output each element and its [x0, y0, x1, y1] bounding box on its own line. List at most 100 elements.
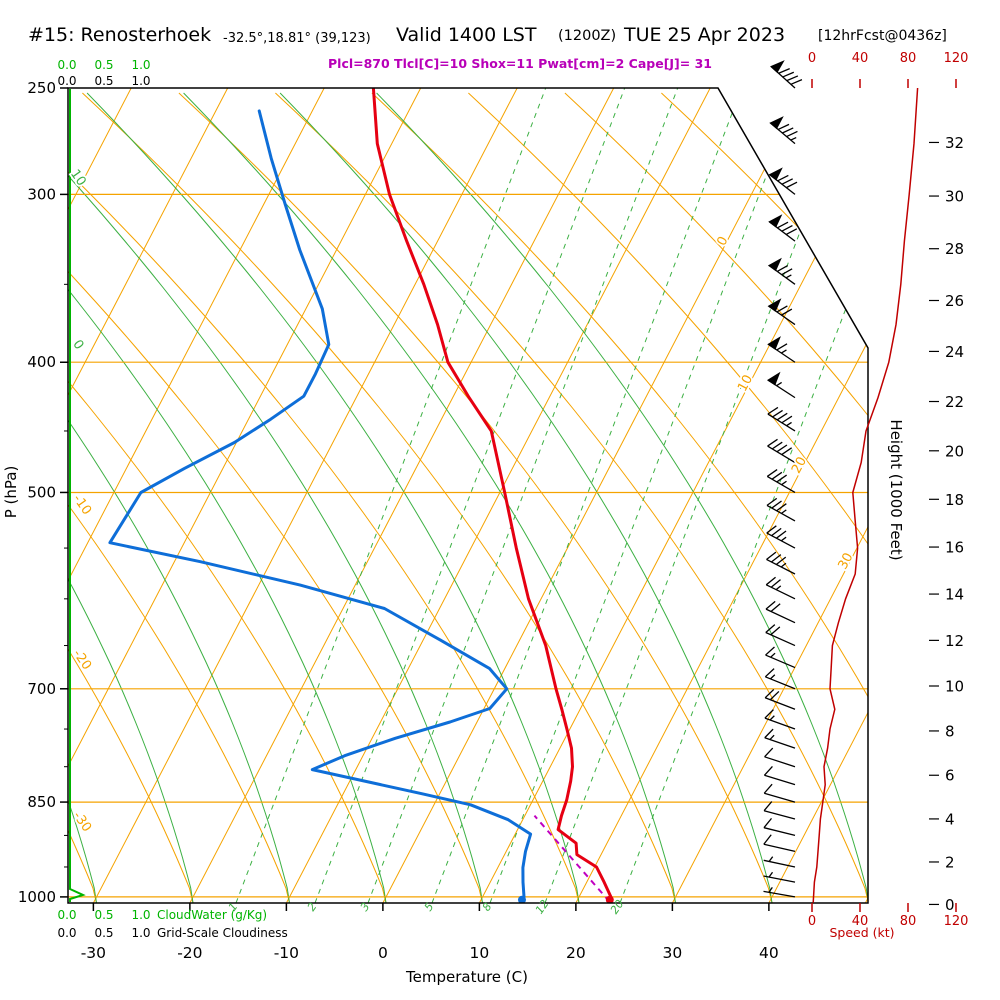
temp-tick-label: -10: [274, 944, 299, 962]
pressure-tick-label: 1000: [18, 888, 56, 906]
barb-staff: [765, 584, 796, 600]
speed-axis-label: Speed (kt): [829, 925, 894, 940]
barb-staff: [764, 774, 796, 786]
wind-barb: [765, 576, 796, 600]
wind-barb: [764, 709, 796, 730]
barb-pennant: [767, 336, 781, 350]
moist-adiabat-line: [68, 92, 290, 903]
moist-adiabat-line: [68, 92, 387, 903]
height-tick-label: 0: [945, 896, 955, 914]
barb-staff: [763, 859, 796, 868]
isotherm-line: [382, 88, 808, 903]
moist-adiabat-line: [279, 92, 773, 903]
isotherm-line: [189, 88, 615, 903]
cloudiness-scale-top: 0.0: [57, 74, 76, 88]
barb-half: [785, 274, 792, 279]
temperature-axis-label: Temperature (C): [405, 968, 528, 986]
pressure-axis-label: P (hPa): [2, 466, 20, 519]
cloudwater-scale-bottom: 1.0: [131, 908, 150, 922]
wind-barb: [763, 765, 796, 786]
barb-half: [770, 652, 776, 658]
barb-full: [781, 178, 793, 185]
parcel-path: [533, 814, 611, 903]
barb-staff: [764, 717, 796, 730]
barb-full: [766, 497, 778, 506]
height-tick-label: 28: [945, 240, 964, 258]
barb-full: [781, 447, 793, 456]
station-coords: -32.5°,18.81° (39,123): [223, 31, 371, 46]
forecast-tag: [12hrFcst@0436z]: [818, 28, 947, 44]
barb-full: [765, 646, 775, 656]
barb-half: [776, 381, 782, 387]
dry-adiabat-line: [82, 92, 676, 903]
wind-barb: [764, 688, 796, 710]
mixing-ratio-line: [235, 88, 547, 903]
barb-full: [764, 709, 774, 719]
barb-full: [781, 268, 793, 276]
barb-full: [782, 127, 794, 134]
barb-full: [778, 67, 790, 74]
temp-tick-label: -30: [81, 944, 106, 962]
barb-half: [786, 421, 792, 427]
barb-full: [764, 728, 774, 739]
moist-adiabat-label: 0: [69, 337, 86, 352]
barb-staff: [766, 558, 796, 575]
barb-full: [776, 265, 789, 272]
wind-barb: [765, 646, 796, 669]
wind-barb: [763, 783, 796, 803]
barb-full: [776, 474, 788, 483]
barb-full: [777, 174, 789, 182]
barb-full: [763, 783, 773, 794]
valid-time: Valid 1400 LST: [396, 24, 537, 46]
speed-tick-label-bottom: 80: [900, 914, 917, 929]
barb-full: [776, 305, 788, 313]
border-layer: [67, 87, 869, 904]
barb-full: [771, 500, 782, 509]
height-tick-label: 24: [945, 343, 964, 361]
params-line: Plcl=870 Tlcl[C]=10 Shox=11 Pwat[cm]=2 C…: [328, 56, 712, 71]
cloudwater-scale-top: 0.5: [94, 58, 113, 72]
isotherm-line: [92, 88, 518, 903]
barb-half: [775, 585, 782, 591]
dry-adiabat-line: [68, 92, 387, 903]
dry-adiabat-label: -20: [70, 647, 94, 673]
pressure-tick-label: 850: [27, 793, 56, 811]
height-tick-label: 12: [945, 632, 964, 650]
wind-barb: [770, 60, 803, 89]
height-tick-label: 32: [945, 134, 964, 152]
wind-barb: [766, 525, 796, 549]
barb-staff: [765, 608, 796, 624]
barb-staff: [763, 810, 796, 820]
pressure-tick-label: 300: [27, 185, 56, 203]
barb-full: [770, 603, 781, 612]
cloud-water-layer: [69, 89, 86, 902]
barb-pennant: [767, 298, 782, 312]
dry-adiabat-label: -30: [70, 809, 94, 835]
barb-staff: [763, 890, 796, 898]
barb-full: [777, 221, 789, 229]
barb-full: [790, 79, 803, 85]
temp-tick-label: 30: [663, 944, 683, 962]
moist-adiabat-line: [376, 92, 868, 903]
moist-adiabat-line: [86, 92, 580, 903]
isotherm-line: [768, 88, 868, 903]
barb-staff: [767, 445, 796, 464]
barb-half: [780, 536, 787, 542]
wind-barb: [768, 167, 798, 195]
dry-adiabat-line: [68, 92, 290, 903]
pressure-tick-label: 500: [27, 483, 56, 501]
dry-adiabat-line: [468, 92, 868, 903]
height-tick-label: 6: [945, 767, 955, 785]
wind-barb: [767, 438, 796, 464]
barb-full: [764, 688, 775, 699]
valid-date: TUE 25 Apr 2023: [624, 24, 786, 46]
height-tick-label: 4: [945, 810, 955, 828]
speed-tick-label-top: 120: [944, 51, 969, 66]
wind-speed-curve: [812, 87, 919, 903]
barb-full: [771, 527, 782, 537]
barb-full: [771, 441, 783, 450]
speed-tick-label-bottom: 120: [944, 914, 969, 929]
wind-barb: [763, 817, 796, 837]
barb-half: [790, 136, 797, 141]
